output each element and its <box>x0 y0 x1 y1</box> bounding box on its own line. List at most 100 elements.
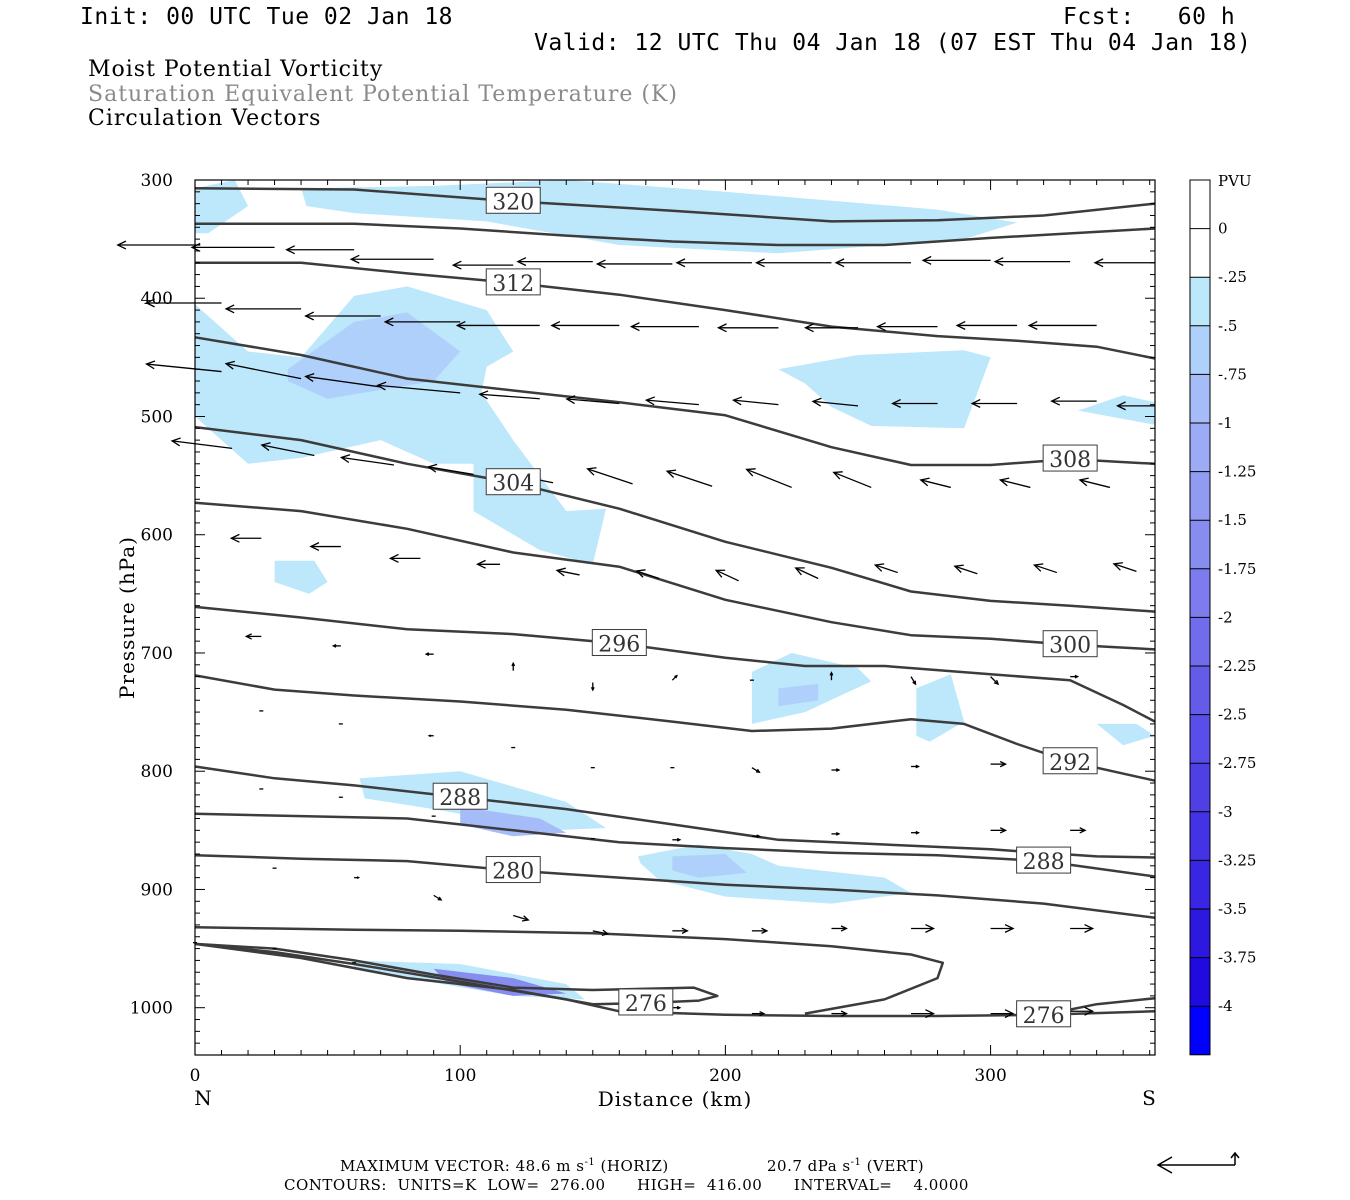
circulation-vector <box>1112 562 1137 573</box>
contour-label-box <box>1042 444 1098 472</box>
circulation-vector <box>635 569 660 580</box>
circulation-vector <box>285 245 355 255</box>
theta-contour-276 <box>194 942 719 1006</box>
circulation-vector <box>376 381 461 394</box>
circulation-vector <box>876 322 938 332</box>
contour-label: 280 <box>492 860 534 885</box>
contours-info: CONTOURS: UNITS=K LOW= 276.00 HIGH= 416.… <box>284 1176 969 1194</box>
circulation-vector <box>304 373 381 388</box>
circulation-vector <box>586 467 633 485</box>
theta-contour-312 <box>195 261 1156 360</box>
colorbar-label: 0 <box>1218 220 1228 238</box>
colorbar-swatch <box>1190 1006 1210 1055</box>
theta-contour-276 <box>194 942 1156 1018</box>
circulation-vector <box>354 876 361 880</box>
circulation-vector <box>911 764 921 769</box>
pv-region <box>287 312 461 399</box>
circulation-vector <box>170 437 233 450</box>
theta-contour-288 <box>194 765 1156 859</box>
theta-contour-296 <box>194 605 1156 723</box>
circulation-vector <box>388 553 421 563</box>
vector-layer <box>116 240 1155 1019</box>
reference-vector-icon <box>1156 1151 1240 1174</box>
contour-label-box <box>485 268 541 296</box>
circulation-vector <box>953 564 978 575</box>
colorbar-label: -1.25 <box>1218 463 1256 481</box>
circulation-vector <box>229 533 262 543</box>
colorbar-label: -3 <box>1218 803 1233 821</box>
circulation-vector <box>592 929 610 937</box>
title-vectors: Circulation Vectors <box>88 106 322 131</box>
circulation-vector <box>990 760 1008 768</box>
circulation-vector <box>224 304 302 314</box>
y-tick-label: 1000 <box>130 999 173 1019</box>
circulation-vector <box>998 477 1031 489</box>
circulation-vector <box>731 396 779 406</box>
circulation-vector <box>829 671 834 681</box>
colorbar-label: -2.75 <box>1218 754 1256 772</box>
reference-vector-arrow <box>1156 1151 1240 1174</box>
colorbar-swatch <box>1190 520 1210 569</box>
circulation-vector <box>309 542 341 552</box>
theta-contour-280 <box>194 853 1156 920</box>
contour-label: 300 <box>1049 634 1091 659</box>
circulation-vector <box>919 477 951 489</box>
circulation-vector <box>426 463 474 476</box>
circulation-vector <box>672 837 682 842</box>
circulation-vector <box>1070 1006 1095 1016</box>
y-tick-label: 600 <box>141 526 173 546</box>
circulation-vector <box>1070 827 1087 834</box>
circulation-vector <box>511 661 516 671</box>
y-tick-label: 700 <box>141 644 173 664</box>
circulation-vector <box>349 254 434 264</box>
theta-contour-308 <box>194 336 1156 467</box>
contour-label-layer: 276 276 280 288 288 292 296 300 304 308 312 320 <box>432 186 1098 1029</box>
colorbar-swatch <box>1190 909 1210 958</box>
y-tick-label: 300 <box>141 171 173 191</box>
contour-label-box <box>618 988 674 1016</box>
circulation-vector <box>955 320 1018 330</box>
theta-contour-layer <box>194 187 1156 1018</box>
circulation-vector <box>911 923 936 933</box>
y-axis-title: Pressure (hPa) <box>115 536 139 699</box>
y-tick-label: 400 <box>141 289 173 309</box>
pv-region <box>778 683 819 707</box>
x-tick-label: 200 <box>709 1066 741 1086</box>
circulation-vector <box>427 734 434 738</box>
contour-label-box <box>1042 630 1098 658</box>
circulation-vector <box>1032 563 1058 574</box>
colorbar-swatch <box>1190 957 1210 1007</box>
circulation-vector <box>831 925 848 932</box>
colorbar-label: -.25 <box>1218 268 1247 286</box>
x-end-label-south: S <box>1142 1086 1156 1110</box>
circulation-vector <box>1070 674 1080 679</box>
circulation-vector <box>304 311 381 321</box>
colorbar-swatch <box>1190 714 1210 764</box>
theta-contour-292 <box>194 674 1156 782</box>
colorbar-unit: PVU <box>1218 172 1252 190</box>
colorbar-swatch <box>1190 423 1210 472</box>
contour-label-box <box>1016 1000 1072 1028</box>
circulation-vector <box>331 643 341 648</box>
circulation-vector <box>990 827 1008 834</box>
contour-label-box <box>1016 846 1072 874</box>
circulation-vector <box>714 569 739 582</box>
circulation-vector <box>555 567 580 577</box>
colorbar-swatch <box>1190 180 1210 229</box>
circulation-vector <box>751 1010 766 1017</box>
circulation-vector <box>244 633 262 640</box>
colorbar-label: -4 <box>1218 997 1233 1015</box>
x-axis-title: Distance (km) <box>598 1087 753 1111</box>
colorbar-swatch <box>1190 860 1210 909</box>
colorbar: PVU 0 -.25 -.5 -.75 -1 -1.25 -1.5 -1.75 -2 -2.25 -2… <box>1189 172 1256 1056</box>
circulation-vector <box>672 927 689 935</box>
contour-label: 288 <box>1023 850 1065 875</box>
max-vector-vert: 20.7 dPa s-1 (VERT) <box>767 1157 925 1175</box>
circulation-vector <box>478 390 540 400</box>
contour-label: 304 <box>492 472 534 497</box>
circulation-vector <box>716 323 779 333</box>
pv-region <box>778 350 991 429</box>
init-time: Init: 00 UTC Tue 02 Jan 18 <box>80 4 454 30</box>
circulation-vector <box>672 1005 682 1010</box>
